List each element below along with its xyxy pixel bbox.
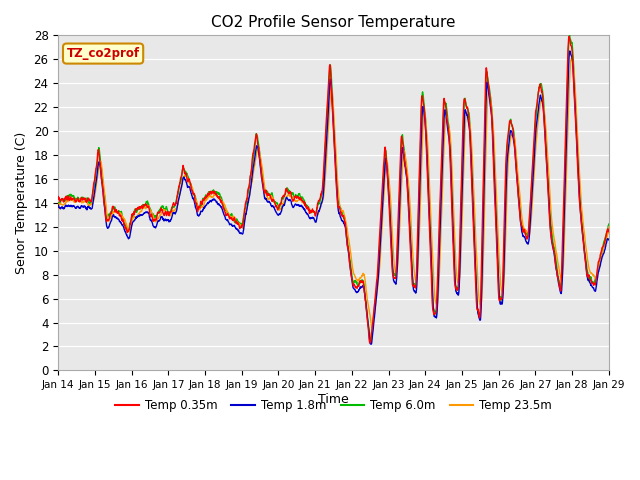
Title: CO2 Profile Sensor Temperature: CO2 Profile Sensor Temperature bbox=[211, 15, 456, 30]
Y-axis label: Senor Temperature (C): Senor Temperature (C) bbox=[15, 132, 28, 274]
Text: TZ_co2prof: TZ_co2prof bbox=[67, 47, 140, 60]
Legend: Temp 0.35m, Temp 1.8m, Temp 6.0m, Temp 23.5m: Temp 0.35m, Temp 1.8m, Temp 6.0m, Temp 2… bbox=[111, 394, 557, 417]
X-axis label: Time: Time bbox=[318, 393, 349, 406]
